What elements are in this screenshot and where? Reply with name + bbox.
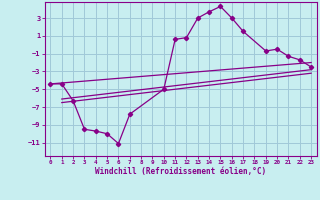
X-axis label: Windchill (Refroidissement éolien,°C): Windchill (Refroidissement éolien,°C)	[95, 167, 266, 176]
